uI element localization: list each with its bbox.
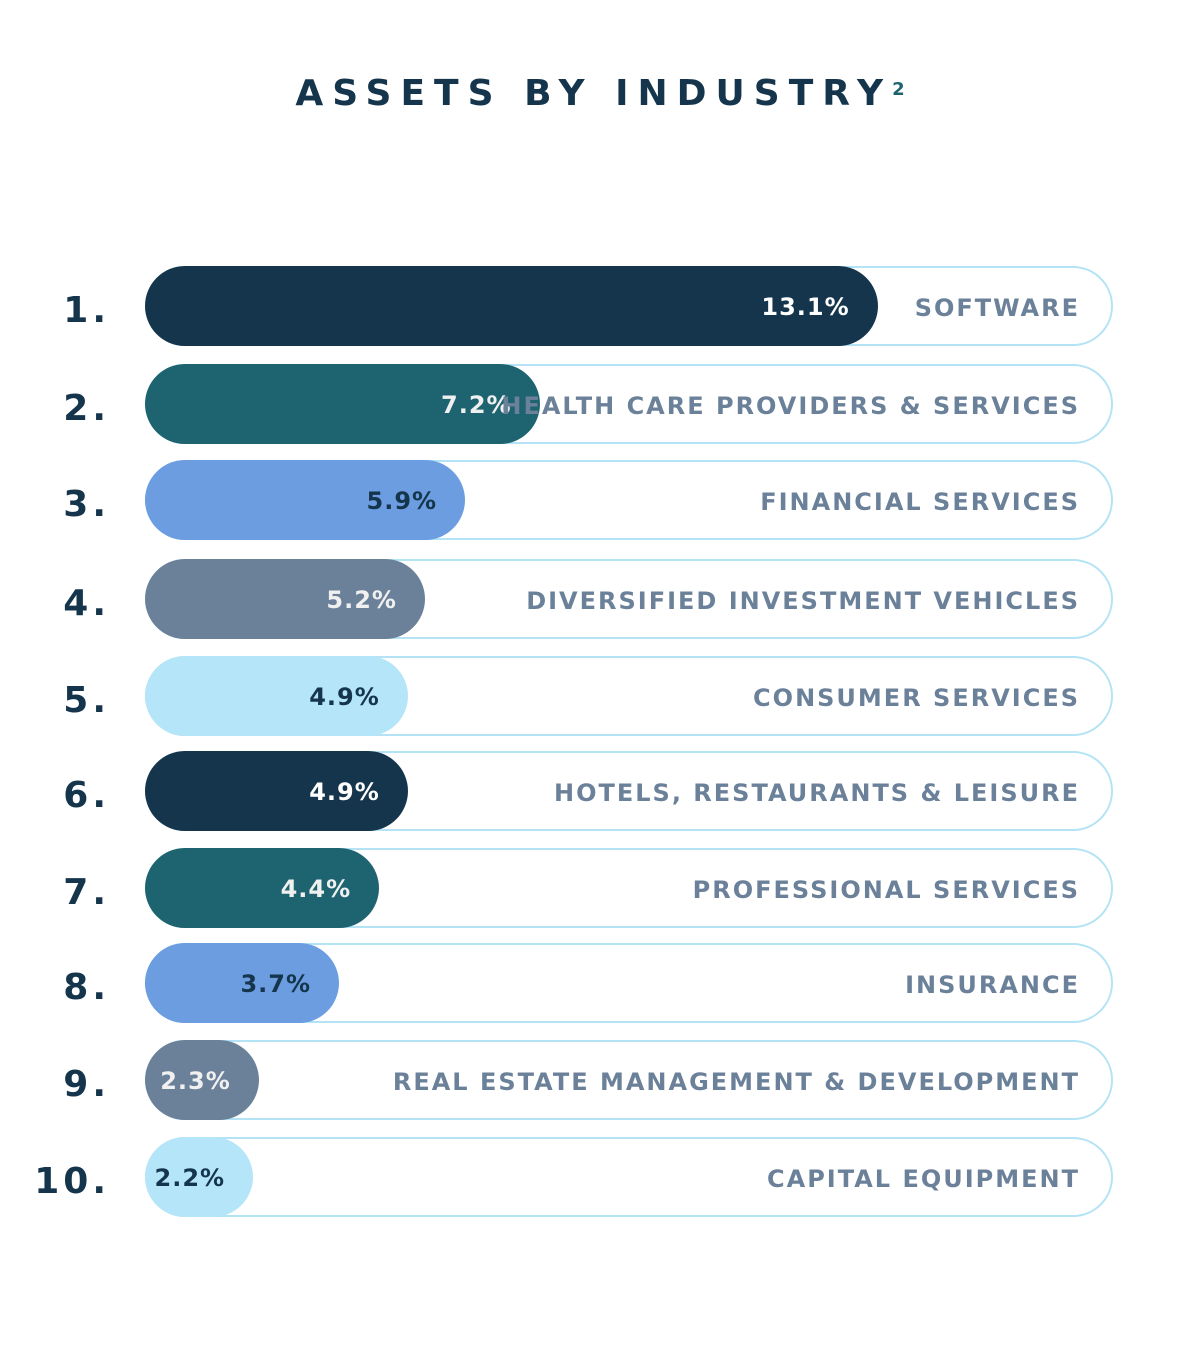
rank-label: 5.: [63, 680, 110, 721]
bar-row: 5. 4.9% CONSUMER SERVICES: [0, 656, 1200, 736]
bar: [145, 751, 408, 831]
value-label: 2.2%: [154, 1164, 226, 1192]
value-label: 5.2%: [326, 586, 397, 614]
category-label: CONSUMER SERVICES: [753, 684, 1080, 712]
value-label: 3.7%: [240, 970, 312, 998]
rank-label: 6.: [63, 775, 110, 816]
bar-row: 7. 4.4% PROFESSIONAL SERVICES: [0, 848, 1200, 928]
bar: [145, 1137, 254, 1217]
value-label: 4.9%: [309, 683, 380, 711]
title-text: ASSETS BY INDUSTRY: [295, 73, 893, 114]
category-label: PROFESSIONAL SERVICES: [692, 876, 1080, 904]
category-label: HEALTH CARE PROVIDERS & SERVICES: [501, 392, 1080, 420]
category-label: SOFTWARE: [914, 294, 1080, 322]
bar: [145, 656, 408, 736]
category-label: HOTELS, RESTAURANTS & LEISURE: [554, 779, 1080, 807]
title-footnote: 2: [892, 79, 905, 100]
rank-label: 7.: [63, 872, 110, 913]
bar-row: 9. 2.3% REAL ESTATE MANAGEMENT & DEVELOP…: [0, 1040, 1200, 1120]
bar-row: 2. 7.2% HEALTH CARE PROVIDERS & SERVICES: [0, 364, 1200, 444]
category-label: CAPITAL EQUIPMENT: [767, 1165, 1080, 1193]
bar-row: 3. 5.9% FINANCIAL SERVICES: [0, 460, 1200, 540]
bar-row: 1. 13.1% SOFTWARE: [0, 266, 1200, 346]
rank-label: 1.: [63, 290, 110, 331]
category-label: FINANCIAL SERVICES: [760, 488, 1080, 516]
bar: [145, 559, 425, 639]
category-label: REAL ESTATE MANAGEMENT & DEVELOPMENT: [392, 1068, 1080, 1096]
rank-label: 2.: [63, 388, 110, 429]
value-label: 5.9%: [366, 487, 438, 515]
chart-title: ASSETS BY INDUSTRY2: [0, 68, 1200, 120]
rank-label: 9.: [63, 1064, 110, 1105]
category-label: INSURANCE: [905, 971, 1080, 999]
value-label: 4.9%: [309, 778, 380, 806]
bar-row: 4. 5.2% DIVERSIFIED INVESTMENT VEHICLES: [0, 559, 1200, 639]
rank-label: 8.: [63, 967, 110, 1008]
category-label: DIVERSIFIED INVESTMENT VEHICLES: [526, 587, 1080, 615]
bar: [145, 1040, 259, 1120]
bar-row: 8. 3.7% INSURANCE: [0, 943, 1200, 1023]
bar: [145, 943, 339, 1023]
bar-row: 10. 2.2% CAPITAL EQUIPMENT: [0, 1137, 1200, 1217]
value-label: 7.2%: [441, 391, 512, 419]
bar: [145, 848, 380, 928]
bar: [145, 364, 540, 444]
bar-row: 6. 4.9% HOTELS, RESTAURANTS & LEISURE: [0, 751, 1200, 831]
value-label: 13.1%: [761, 293, 850, 321]
value-label: 4.4%: [280, 875, 352, 903]
bar: [145, 460, 466, 540]
rank-label: 4.: [63, 583, 110, 624]
bar: [145, 266, 878, 346]
value-label: 2.3%: [160, 1067, 231, 1095]
rank-label: 10.: [34, 1161, 110, 1202]
rank-label: 3.: [63, 484, 110, 525]
